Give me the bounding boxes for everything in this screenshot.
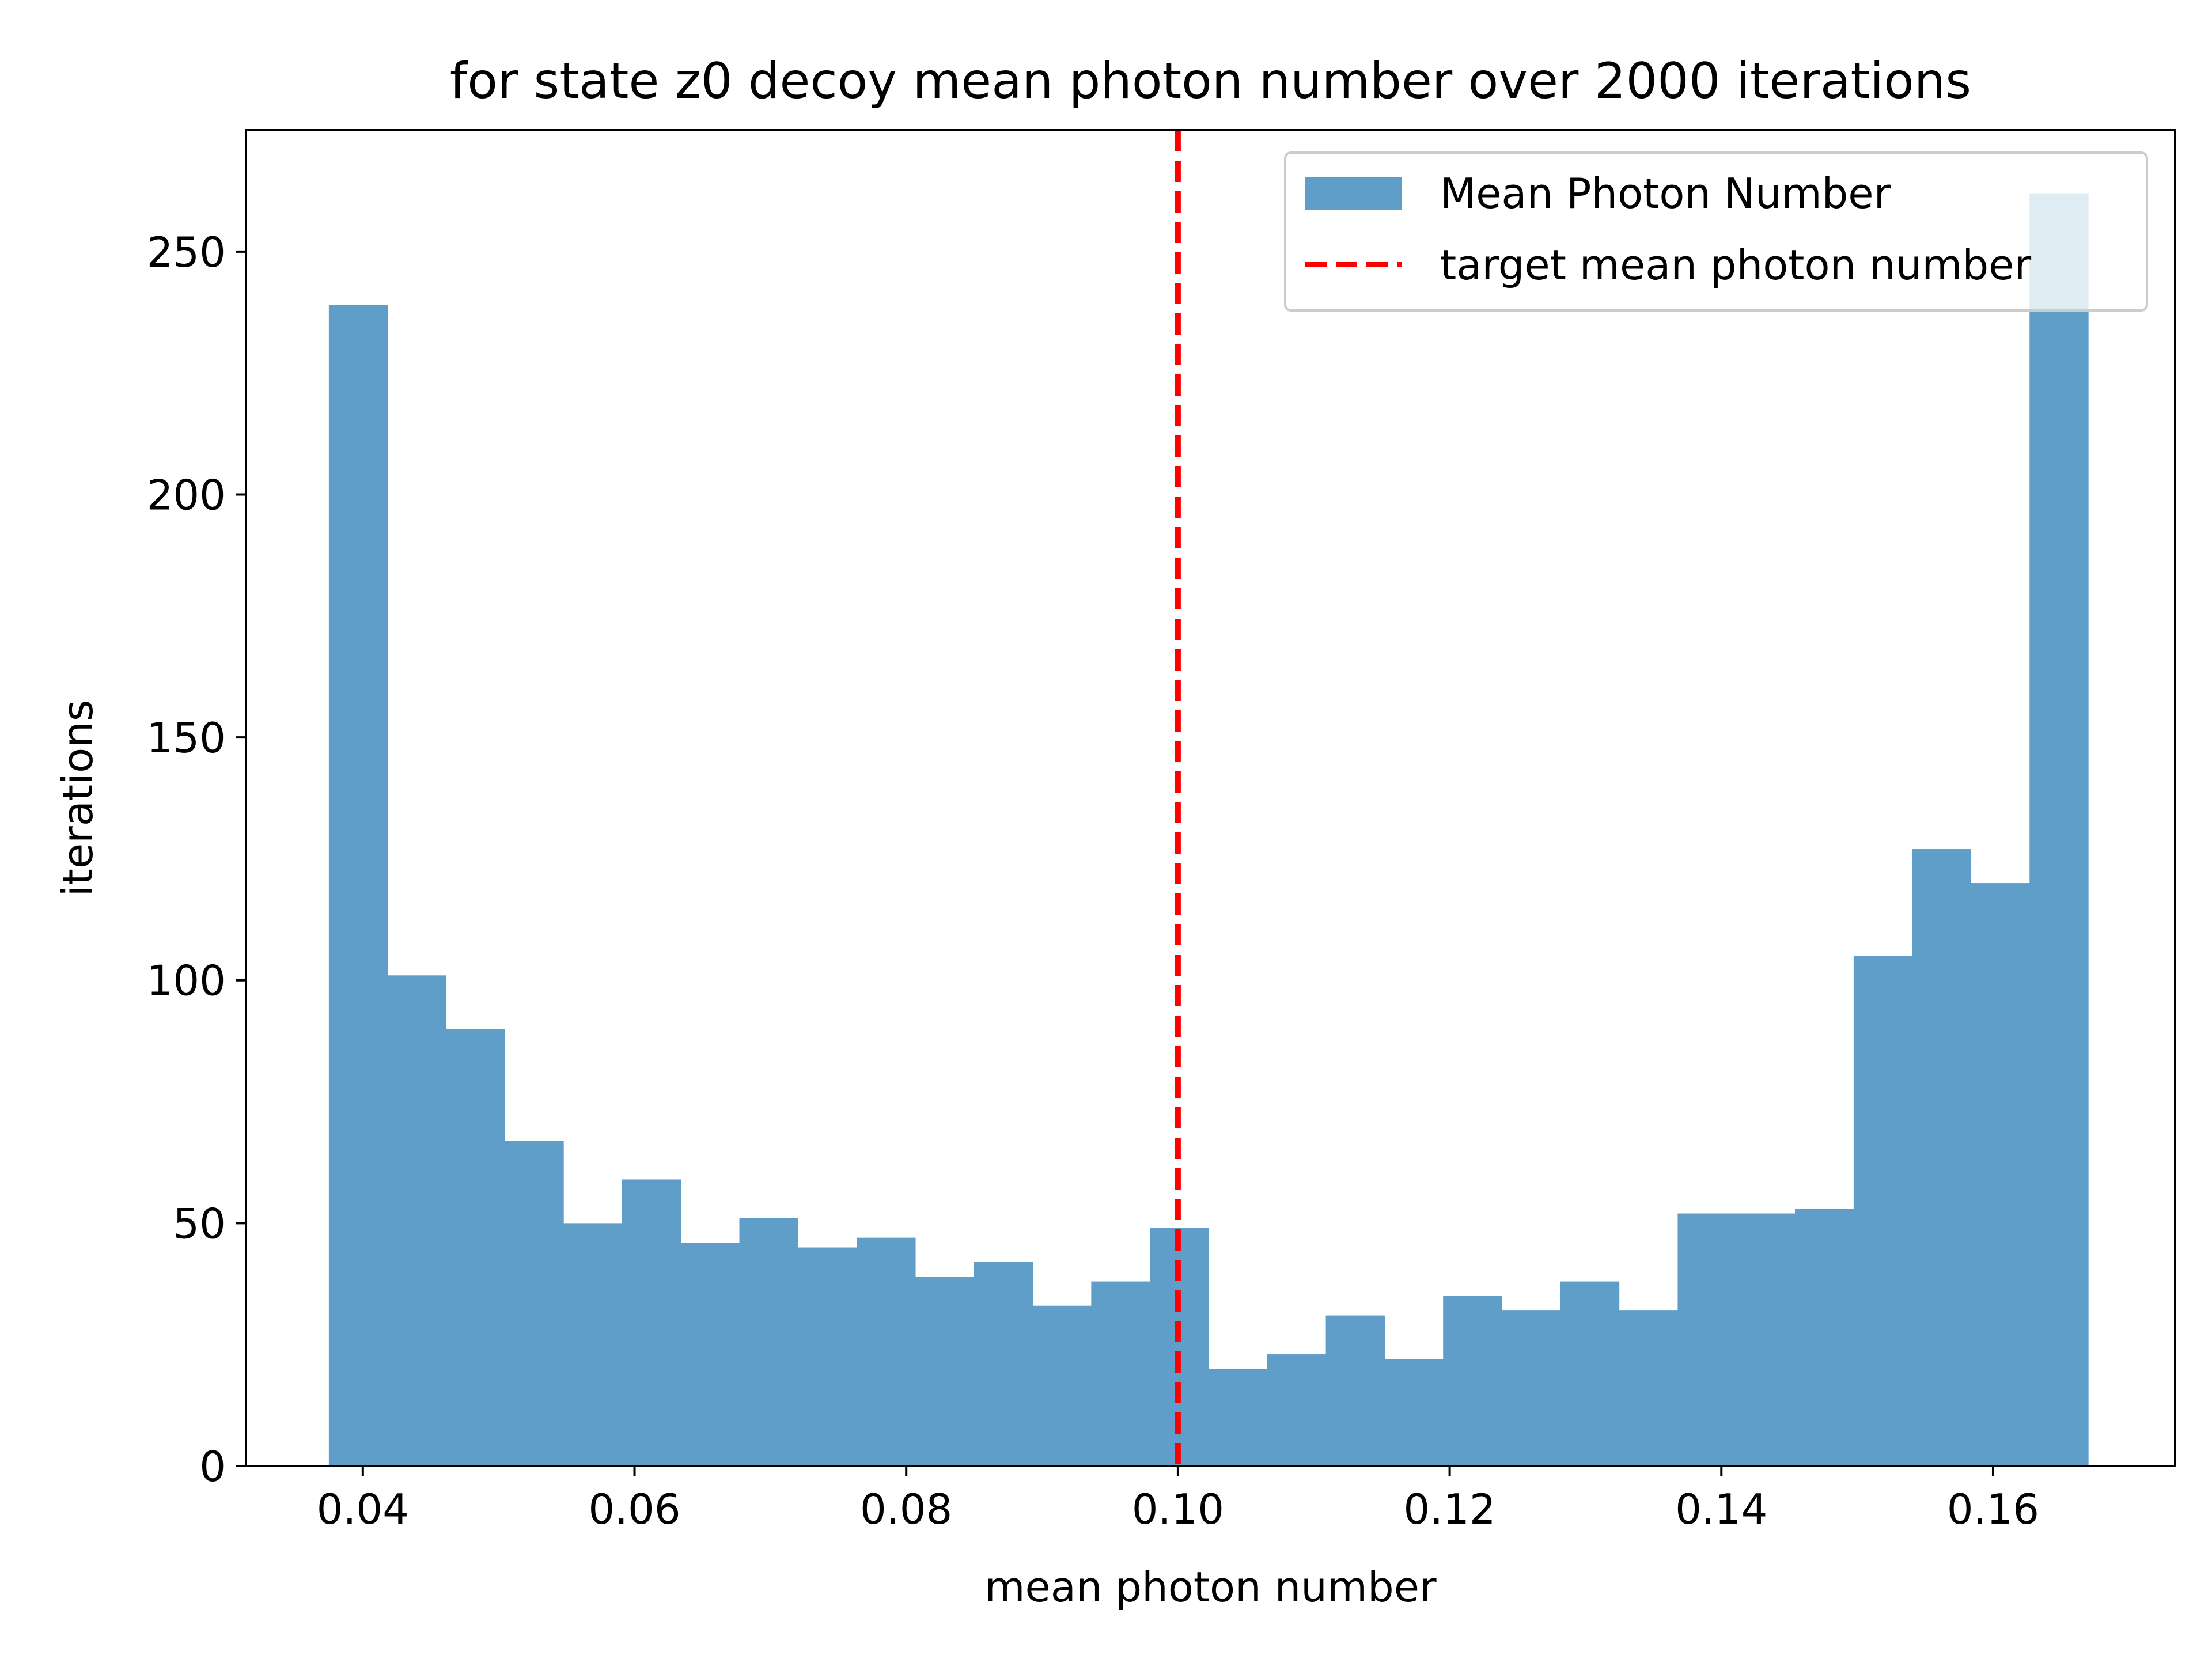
y-tick-label: 0 [199, 1442, 226, 1491]
x-axis-label: mean photon number [984, 1563, 1437, 1611]
legend-swatch-histogram [1305, 177, 1402, 210]
y-tick-label: 150 [147, 714, 226, 762]
histogram-bar [446, 1029, 505, 1466]
histogram-bar [739, 1218, 798, 1466]
x-ticks: 0.04 0.06 0.08 0.10 0.12 0.14 0.16 [317, 1466, 2039, 1533]
legend-box [1284, 151, 2148, 312]
y-axis-label: iterations [54, 700, 102, 897]
histogram-bar [1677, 1213, 1737, 1466]
histogram-bar [857, 1237, 916, 1466]
chart-title: for state z0 decoy mean photon number ov… [450, 52, 1971, 110]
histogram-bar [798, 1247, 857, 1466]
axes-frame [245, 129, 2176, 1467]
histogram-bar [915, 1277, 975, 1466]
x-tick-label: 0.16 [1947, 1485, 2039, 1533]
histogram-bar [1736, 1213, 1796, 1466]
histogram-bar [387, 975, 447, 1466]
histogram-bar [1208, 1369, 1268, 1466]
x-tick-label: 0.04 [317, 1485, 409, 1533]
histogram-bar [1853, 956, 1913, 1466]
histogram-bar [1912, 849, 1972, 1466]
x-tick-label: 0.12 [1403, 1485, 1495, 1533]
x-tick-label: 0.08 [860, 1485, 952, 1533]
histogram-bar [1619, 1310, 1679, 1466]
y-tick-label: 100 [147, 957, 226, 1005]
x-tick-label: 0.10 [1132, 1485, 1224, 1533]
histogram-bar [328, 305, 388, 1467]
histogram-bar [1501, 1310, 1561, 1466]
x-tick-label: 0.14 [1675, 1485, 1767, 1533]
y-tick-label: 50 [173, 1199, 226, 1248]
x-tick-label: 0.06 [588, 1485, 680, 1533]
legend: Mean Photon Number target mean photon nu… [1284, 151, 2148, 312]
histogram-bar [1267, 1354, 1327, 1466]
histogram-bar [563, 1223, 623, 1466]
y-tick-label: 250 [147, 228, 226, 276]
histogram-bar [1384, 1359, 1444, 1466]
histogram-bar [1795, 1209, 1854, 1466]
histogram-bar [1091, 1281, 1150, 1466]
histogram-bar [2029, 193, 2089, 1466]
histogram-bar [1443, 1296, 1502, 1466]
histogram-bar [505, 1141, 564, 1466]
y-tick-label: 200 [147, 471, 226, 519]
histogram-bar [974, 1262, 1033, 1466]
bars-layer [328, 193, 2089, 1467]
histogram-bar [1325, 1315, 1385, 1466]
legend-label-target-line: target mean photon number [1440, 241, 2031, 289]
histogram-bar [1971, 883, 2030, 1466]
histogram-bar [622, 1179, 681, 1466]
histogram-bar [1032, 1305, 1092, 1466]
y-ticks: 0 50 100 150 200 250 [147, 228, 246, 1491]
legend-label-histogram: Mean Photon Number [1440, 169, 1891, 218]
histogram-bar [1560, 1281, 1620, 1466]
histogram-bar [680, 1243, 740, 1466]
